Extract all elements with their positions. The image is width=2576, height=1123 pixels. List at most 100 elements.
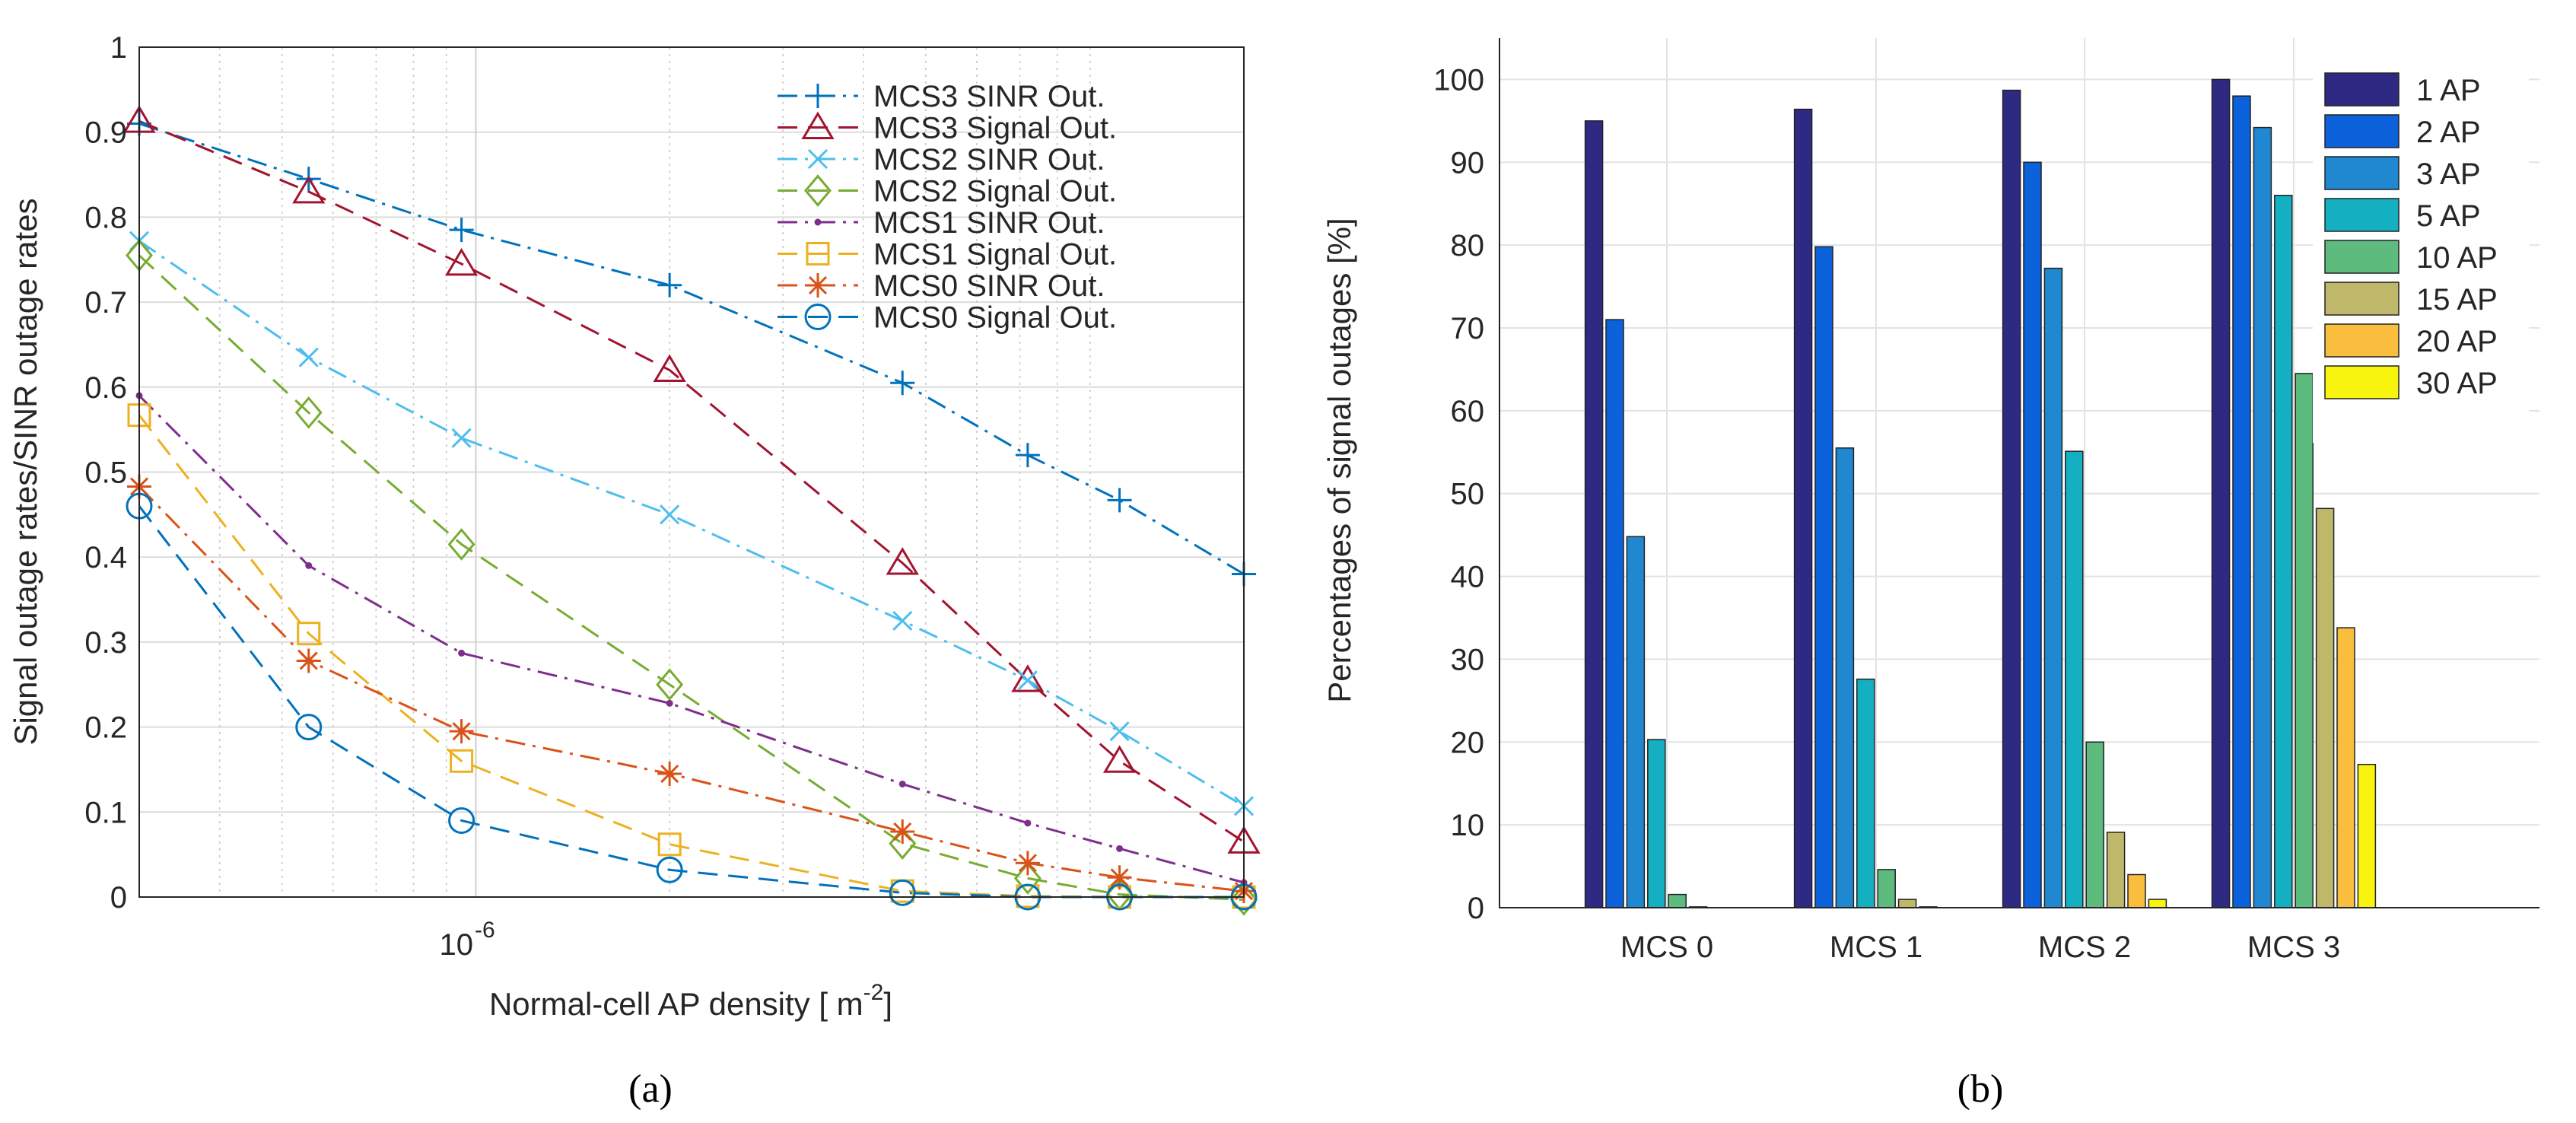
panel-a-x-axis-label: Normal-cell AP density [ m-2]: [489, 980, 892, 1022]
series-line: [138, 505, 1244, 899]
bar: [1584, 120, 1604, 908]
x-marker: [1017, 670, 1038, 691]
triangle-marker: [1011, 664, 1045, 692]
category-label: MCS 0: [1620, 931, 1713, 964]
x-tick-base: 10: [440, 928, 474, 962]
dot-marker: [1024, 819, 1032, 827]
asterisk-marker: [1107, 865, 1132, 890]
square-marker: [806, 242, 830, 266]
diamond-marker: [804, 174, 832, 207]
asterisk-marker: [657, 762, 682, 787]
dot-marker: [458, 649, 466, 657]
dot-marker: [666, 699, 673, 707]
panel-b-category-labels: MCS 0 MCS 1 MCS 2 MCS 3: [1620, 931, 2340, 964]
y-tick-label: 0: [1468, 892, 1484, 925]
y-tick-label: 80: [1451, 229, 1485, 262]
panel-a-line-chart: 0 0.1 0.2 0.3 0.4 0.5 0.6 0.7 0.8 0.9 1 10 -6 Sign…: [8, 31, 1261, 1111]
circle-marker: [295, 714, 323, 741]
y-tick-label: 100: [1433, 63, 1484, 97]
legend-label: MCS0 Signal Out.: [873, 301, 1117, 335]
diamond-marker: [1013, 862, 1042, 895]
y-tick-label: 70: [1451, 312, 1485, 345]
y-tick-label: 0.9: [84, 116, 127, 150]
bar: [2148, 899, 2167, 908]
y-tick-label: 1: [110, 31, 127, 65]
diamond-marker: [1230, 883, 1258, 916]
plus-marker: [449, 218, 474, 243]
y-tick-label: 0.4: [84, 541, 127, 574]
bar: [2002, 89, 2021, 908]
legend-label: 1 AP: [2416, 74, 2481, 107]
y-tick-label: 60: [1451, 395, 1485, 428]
y-tick-label: 0: [110, 881, 127, 915]
bar: [2023, 161, 2042, 908]
panel-a-axes-box: [138, 46, 1245, 898]
y-tick-label: 0.6: [84, 371, 127, 405]
bar: [2336, 627, 2355, 908]
triangle-marker: [653, 354, 686, 382]
panel-b-caption: (b): [1957, 1067, 2004, 1111]
y-tick-label: 20: [1451, 726, 1485, 759]
legend-label: MCS2 Signal Out.: [873, 175, 1117, 208]
x-label-text: Normal-cell AP density [ m: [489, 986, 863, 1022]
bar: [1668, 893, 1687, 908]
panel-b-y-axis-label: Percentages of signal outages [%]: [1321, 218, 1357, 702]
legend-label: 2 AP: [2416, 116, 2481, 149]
asterisk-marker: [296, 648, 321, 673]
bar: [2315, 507, 2335, 908]
x-marker: [660, 504, 680, 525]
asterisk-marker: [806, 273, 830, 297]
category-label: MCS 2: [2038, 931, 2131, 964]
asterisk-marker: [890, 819, 915, 844]
square-marker: [297, 622, 321, 646]
bar: [1897, 899, 1917, 908]
x-marker: [1109, 721, 1130, 742]
x-marker: [451, 428, 472, 448]
legend-label: MCS3 SINR Out.: [873, 80, 1105, 113]
dot-marker: [1116, 845, 1124, 852]
legend-label: 3 AP: [2416, 157, 2481, 191]
legend-swatch: [2324, 282, 2399, 316]
category-label: MCS 3: [2247, 931, 2340, 964]
y-tick-label: 30: [1451, 643, 1485, 676]
diamond-marker: [294, 396, 323, 429]
legend-label: MCS0 SINR Out.: [873, 269, 1105, 303]
legend-swatch: [2324, 323, 2399, 358]
legend-label: 5 AP: [2416, 199, 2481, 233]
bar: [1793, 108, 1813, 908]
bar: [2357, 763, 2377, 908]
bar: [2127, 873, 2146, 908]
panel-a-x-tick-label: 10 -6: [440, 918, 495, 962]
triangle-marker: [444, 247, 479, 276]
plus-marker: [1015, 443, 1040, 468]
bar: [2043, 267, 2063, 908]
triangle-marker: [1102, 745, 1137, 773]
circle-marker: [448, 806, 475, 834]
bar: [1856, 678, 1875, 908]
bar: [1814, 246, 1833, 908]
legend-label: 10 AP: [2416, 241, 2498, 275]
plus-marker: [890, 371, 915, 396]
diamond-marker: [447, 528, 475, 561]
series-line: [138, 254, 1245, 901]
plus-marker: [806, 84, 830, 108]
legend-label: 30 AP: [2416, 367, 2498, 400]
x-label-end: ]: [883, 986, 892, 1022]
x-tick-exponent: -6: [475, 918, 495, 943]
x-label-exponent: -2: [863, 980, 884, 1005]
circle-marker: [889, 879, 916, 906]
bar: [1626, 536, 1646, 908]
legend-label: 15 AP: [2416, 283, 2498, 317]
series-line: [138, 119, 1245, 843]
legend-swatch: [2324, 240, 2399, 274]
bar: [2274, 195, 2293, 908]
y-tick-label: 0.2: [84, 711, 127, 745]
circle-marker: [804, 304, 832, 330]
y-tick-label: 40: [1451, 561, 1485, 594]
series-line: [138, 485, 1245, 892]
diamond-marker: [656, 668, 684, 701]
square-marker: [657, 832, 682, 857]
bar: [2065, 450, 2084, 908]
series-line: [138, 122, 1245, 575]
